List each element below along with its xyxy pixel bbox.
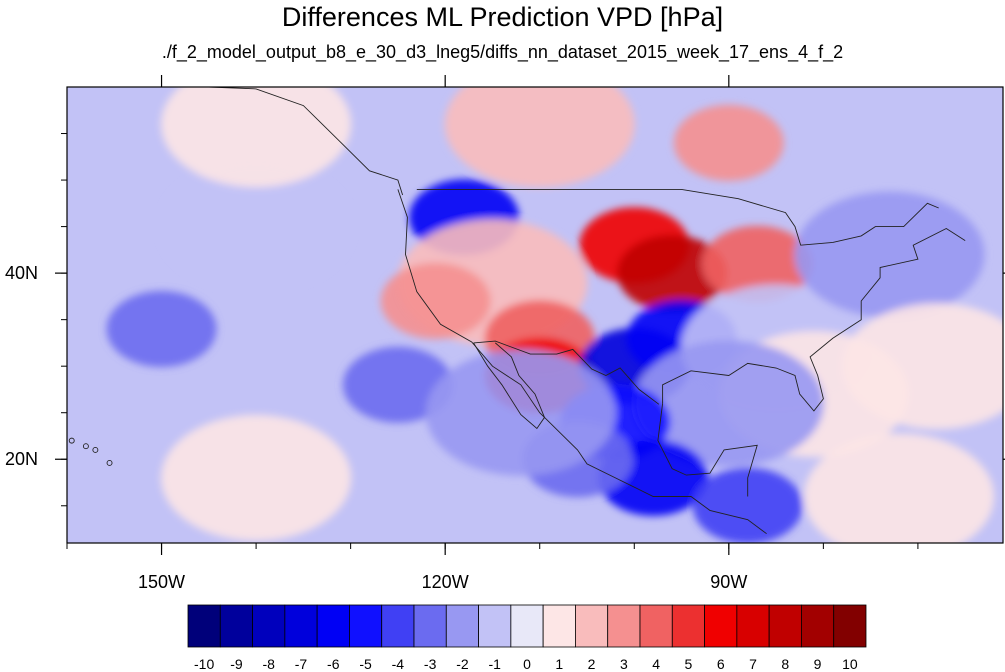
coastline-segment bbox=[473, 340, 660, 405]
map-plot-area bbox=[66, 86, 1004, 544]
field-region-northeast-us bbox=[794, 191, 985, 318]
colorbar-label: -5 bbox=[359, 656, 372, 672]
colorbar-swatch bbox=[252, 604, 286, 648]
map-frame bbox=[66, 86, 1004, 544]
colorbar: -10 -9 -8 -7 -6 -5 -4 -3 -2 -1 0 1 2 3 4 5 6 7 8 9 10 bbox=[187, 604, 867, 672]
difference-field bbox=[106, 87, 1003, 543]
colorbar-swatch bbox=[768, 604, 802, 648]
colorbar-swatch bbox=[704, 604, 738, 648]
island-outline bbox=[82, 443, 89, 450]
colorbar-label: 10 bbox=[842, 656, 858, 672]
colorbar-swatch bbox=[542, 604, 576, 648]
colorbar-label: 1 bbox=[555, 656, 563, 672]
colorbar-swatch bbox=[833, 604, 867, 648]
colorbar-swatch bbox=[671, 604, 705, 648]
colorbar-label: 4 bbox=[652, 656, 660, 672]
field-region-western-atlantic bbox=[841, 303, 1003, 430]
colorbar-swatch bbox=[316, 604, 350, 648]
colorbar-swatch bbox=[187, 604, 221, 648]
colorbar-label: -6 bbox=[327, 656, 340, 672]
x-tick-label: 150W bbox=[138, 572, 185, 592]
colorbar-swatch bbox=[284, 604, 318, 648]
field-region-western-mexico-coastal-band bbox=[425, 349, 616, 476]
coastline-segment bbox=[416, 188, 939, 246]
colorbar-label: -8 bbox=[262, 656, 275, 672]
colorbar-label: -10 bbox=[194, 656, 214, 672]
colorbar-swatch bbox=[349, 604, 383, 648]
colorbar-swatch bbox=[445, 604, 479, 648]
field-region-central-america bbox=[692, 467, 803, 543]
colorbar-label: -7 bbox=[295, 656, 308, 672]
coastline-and-borders bbox=[68, 87, 966, 535]
colorbar-swatch bbox=[639, 604, 673, 648]
coastline-segment bbox=[397, 189, 767, 535]
field-region-california-coast bbox=[380, 263, 491, 340]
colorbar-label: 3 bbox=[620, 656, 628, 672]
colorbar-swatch bbox=[381, 604, 415, 648]
colorbar-swatch bbox=[575, 604, 609, 648]
coastline-segment bbox=[657, 403, 758, 497]
colorbar-swatch bbox=[736, 604, 770, 648]
coastline-segment bbox=[473, 342, 546, 430]
colorbar-label: 7 bbox=[749, 656, 757, 672]
field-region-gulf-of-alaska bbox=[161, 87, 352, 188]
field-region-central-canada bbox=[673, 104, 784, 181]
chart-title: Differences ML Prediction VPD [hPa] bbox=[281, 2, 724, 32]
island-outline bbox=[68, 437, 75, 444]
coastline-segment bbox=[208, 87, 404, 196]
field-region-subtropical-pacific-band bbox=[106, 290, 217, 367]
colorbar-swatch bbox=[801, 604, 835, 648]
colorbar-label: -9 bbox=[230, 656, 243, 672]
y-tick-label: 20N bbox=[5, 449, 38, 469]
x-tick-label: 120W bbox=[422, 572, 469, 592]
x-tick-label: 90W bbox=[710, 572, 747, 592]
colorbar-swatch bbox=[607, 604, 641, 648]
chart-subtitle: ./f_2_model_output_b8_e_30_d3_lneg5/diff… bbox=[161, 42, 844, 62]
island-outline bbox=[106, 460, 113, 466]
field-region-north-pacific-ocean bbox=[161, 163, 352, 290]
colorbar-swatch bbox=[510, 604, 544, 648]
field-region-caribbean bbox=[804, 433, 994, 543]
colorbar-label: -4 bbox=[392, 656, 405, 672]
colorbar-swatch bbox=[219, 604, 253, 648]
field-region-open-pacific-south bbox=[342, 346, 453, 423]
colorbar-label: -3 bbox=[424, 656, 437, 672]
field-region-tropical-pacific bbox=[161, 414, 352, 541]
colorbar-label: 2 bbox=[588, 656, 596, 672]
colorbar-label: 0 bbox=[523, 656, 531, 672]
coastline-segment bbox=[662, 227, 966, 412]
colorbar-label: -2 bbox=[456, 656, 469, 672]
y-tick-label: 40N bbox=[5, 263, 38, 283]
colorbar-label: -1 bbox=[488, 656, 501, 672]
colorbar-swatch bbox=[478, 604, 512, 648]
colorbar-swatch bbox=[413, 604, 447, 648]
colorbar-label: 6 bbox=[717, 656, 725, 672]
field-region-gulf-of-mexico bbox=[633, 340, 824, 467]
map-axes: 150W 120W 90W 20N 40N bbox=[5, 75, 1005, 592]
field-region-midwest bbox=[702, 225, 813, 302]
field-region-western-canada bbox=[444, 87, 635, 188]
colorbar-label: 5 bbox=[685, 656, 693, 672]
island-outline bbox=[92, 446, 99, 453]
field-region-central-plains bbox=[617, 235, 728, 312]
colorbar-label: 8 bbox=[781, 656, 789, 672]
colorbar-label: 9 bbox=[814, 656, 822, 672]
